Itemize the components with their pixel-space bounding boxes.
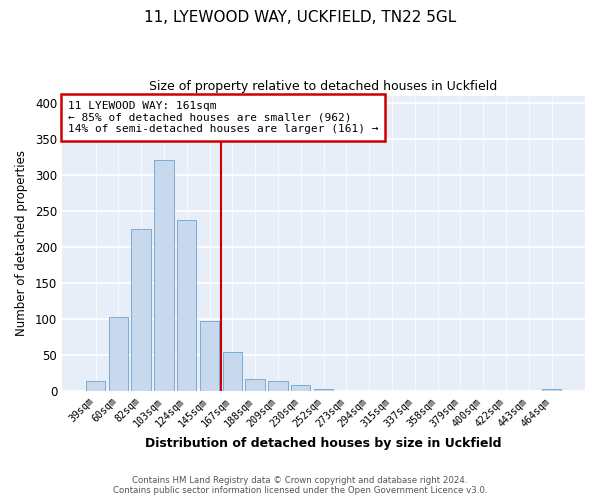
Bar [223,352,242,392]
Bar [337,390,356,392]
Y-axis label: Number of detached properties: Number of detached properties [15,150,28,336]
Bar [131,229,151,392]
Text: 11, LYEWOOD WAY, UCKFIELD, TN22 5GL: 11, LYEWOOD WAY, UCKFIELD, TN22 5GL [144,10,456,25]
Bar [314,389,333,392]
Bar [268,381,287,392]
X-axis label: Distribution of detached houses by size in Uckfield: Distribution of detached houses by size … [145,437,502,450]
Bar [154,160,173,392]
Title: Size of property relative to detached houses in Uckfield: Size of property relative to detached ho… [149,80,497,93]
Bar [245,379,265,392]
Bar [200,322,219,392]
Text: Contains HM Land Registry data © Crown copyright and database right 2024.
Contai: Contains HM Land Registry data © Crown c… [113,476,487,495]
Bar [109,317,128,392]
Bar [177,220,196,392]
Bar [291,385,310,392]
Bar [542,389,561,392]
Bar [86,381,105,392]
Text: 11 LYEWOOD WAY: 161sqm
← 85% of detached houses are smaller (962)
14% of semi-de: 11 LYEWOOD WAY: 161sqm ← 85% of detached… [68,101,378,134]
